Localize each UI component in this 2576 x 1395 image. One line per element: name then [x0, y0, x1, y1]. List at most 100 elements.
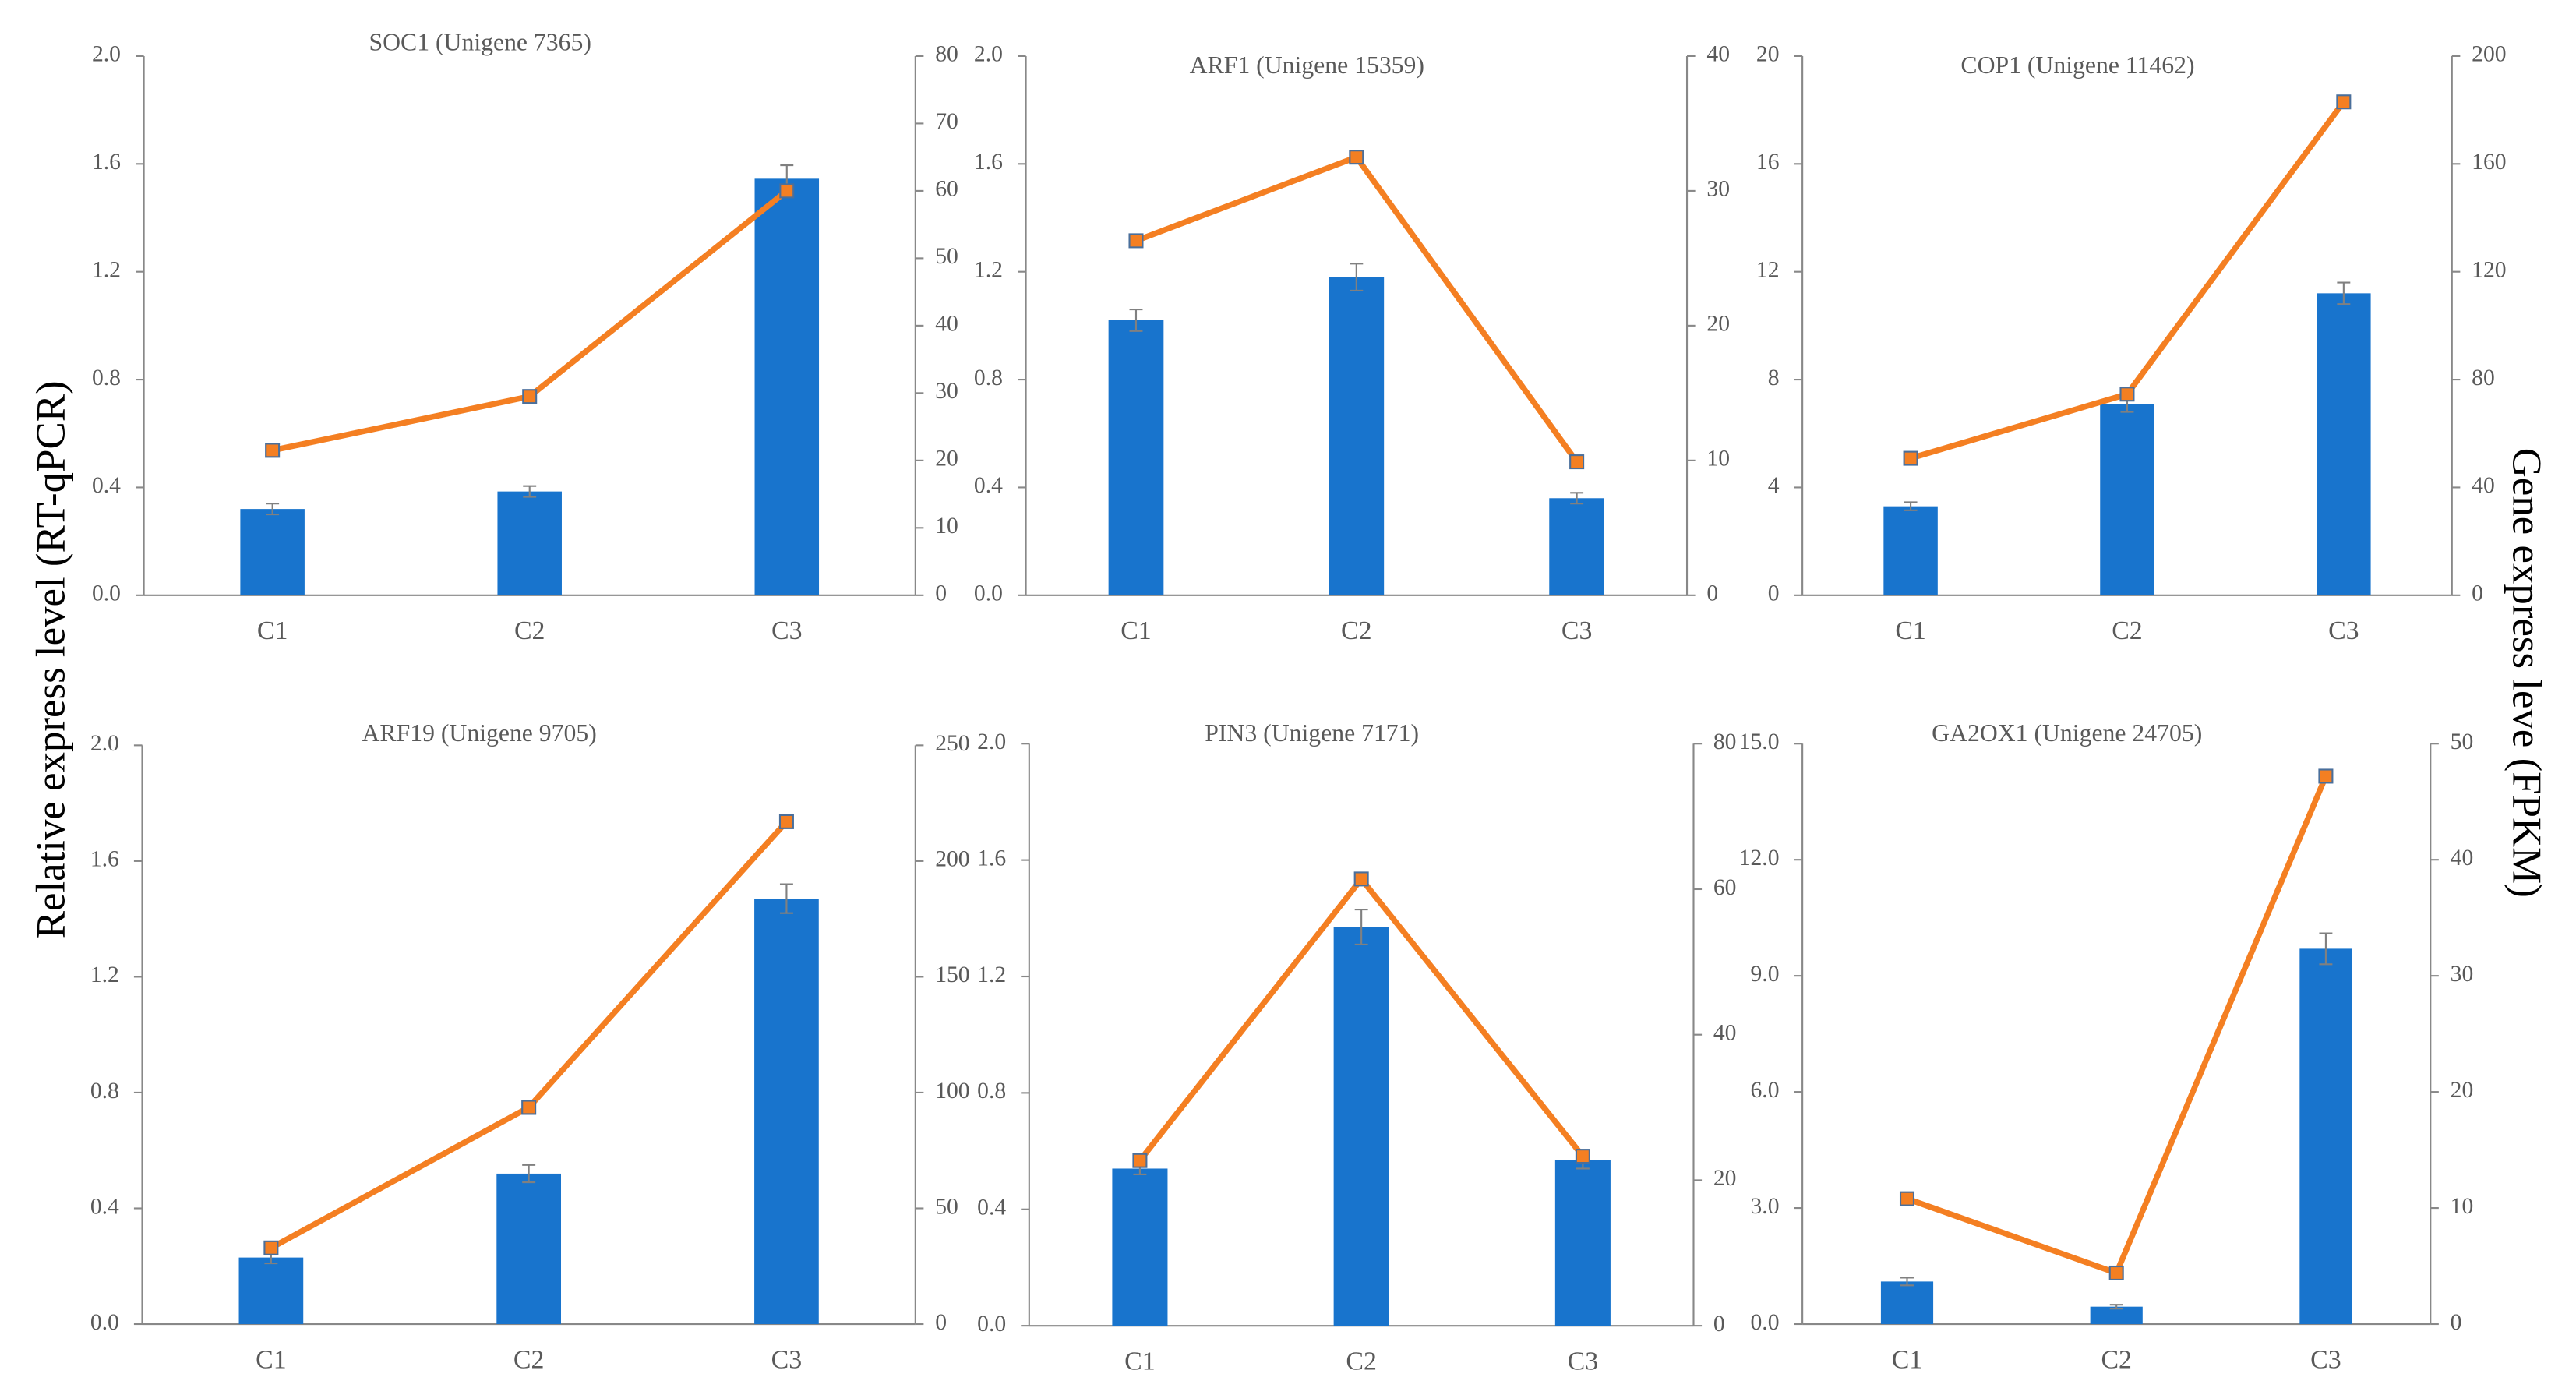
y-tick-label: 1.2	[974, 257, 1003, 282]
line-marker	[778, 814, 794, 829]
y-tick-label: 16	[1756, 150, 1780, 175]
bar	[1880, 1281, 1934, 1325]
y2-tick-label: 80	[935, 42, 958, 67]
chart-title: GA2OX1 (Unigene 24705)	[1932, 719, 2202, 747]
y-tick-label: 2.0	[90, 731, 119, 756]
y-tick-label: 2.0	[92, 42, 121, 67]
y-tick-label: 0.8	[92, 366, 121, 390]
y-tick-label: 4	[1768, 473, 1780, 498]
y-tick-label: 8	[1768, 366, 1780, 390]
bar	[1883, 506, 1938, 595]
y-tick-label: 0.4	[92, 473, 121, 498]
x-tick-label: C3	[2328, 616, 2359, 645]
error-bar	[522, 1164, 536, 1184]
line	[1906, 775, 2329, 1277]
bar	[240, 509, 305, 595]
y2-tick-label: 60	[935, 177, 958, 202]
y-tick-label: 0.0	[90, 1310, 119, 1335]
line-marker	[1128, 233, 1144, 249]
x-tick-label: C1	[256, 1345, 287, 1374]
y2-tick-label: 80	[2472, 366, 2495, 390]
x-tick-label: C2	[514, 616, 545, 645]
y2-tick-label: 10	[1706, 447, 1730, 471]
y-tick-label: 6.0	[1751, 1078, 1780, 1103]
line-marker	[2119, 387, 2135, 402]
line-marker	[522, 389, 538, 404]
y-tick-label: 1.2	[92, 257, 121, 282]
line-marker	[1899, 1191, 1915, 1206]
y-tick-label: 15.0	[1739, 729, 1780, 754]
x-tick-label: C3	[771, 1345, 803, 1374]
y-tick-label: 0.8	[977, 1079, 1006, 1104]
y2-tick-label: 20	[1706, 312, 1730, 337]
y2-tick-label: 30	[1706, 177, 1730, 202]
y2-tick-label: 0	[935, 581, 947, 606]
line-marker	[1353, 871, 1369, 887]
error-bar	[266, 503, 280, 516]
y-tick-label: 0.0	[92, 581, 121, 606]
y2-tick-label: 10	[935, 514, 958, 539]
x-tick-label: C2	[1341, 616, 1372, 645]
line	[271, 189, 789, 454]
y2-tick-label: 100	[935, 1079, 969, 1104]
y2-tick-label: 70	[935, 109, 958, 134]
bar	[496, 1173, 562, 1325]
y2-tick-label: 20	[935, 447, 958, 471]
bar	[2317, 293, 2371, 595]
y-tick-label: 3.0	[1751, 1194, 1780, 1219]
y2-tick-label: 50	[2451, 729, 2474, 754]
x-tick-label: C2	[2112, 616, 2143, 645]
y2-axis-label: Gene express leve (FPKM)	[2504, 448, 2550, 898]
bar	[1108, 320, 1164, 595]
y-tick-label: 0.0	[1751, 1310, 1780, 1335]
line-marker	[2336, 94, 2352, 110]
bar	[2090, 1306, 2143, 1325]
x-tick-label: C1	[1120, 616, 1152, 645]
x-tick-label: C3	[771, 616, 803, 645]
y2-tick-label: 0	[935, 1310, 947, 1335]
y2-tick-label: 10	[2451, 1194, 2474, 1219]
x-tick-label: C1	[1124, 1347, 1156, 1376]
y-tick-label: 0.4	[90, 1194, 119, 1219]
x-tick-label: C3	[1568, 1347, 1599, 1376]
y-tick-label: 0.4	[977, 1195, 1006, 1220]
y2-tick-label: 80	[1713, 729, 1737, 754]
y2-tick-label: 40	[935, 312, 958, 337]
bar	[1329, 277, 1385, 595]
chart-title: SOC1 (Unigene 7365)	[369, 28, 591, 55]
y2-tick-label: 150	[935, 962, 969, 987]
x-tick-label: C1	[257, 616, 288, 645]
y-tick-label: 0	[1768, 581, 1780, 606]
bar	[1554, 1160, 1611, 1326]
bar	[497, 491, 562, 595]
chart-title: ARF19 (Unigene 9705)	[362, 719, 597, 747]
y2-tick-label: 200	[935, 847, 969, 872]
y2-tick-label: 40	[2472, 473, 2495, 498]
x-tick-label: C1	[1895, 616, 1926, 645]
line-marker	[1132, 1153, 1148, 1168]
error-bar	[1900, 1277, 1914, 1287]
bar	[754, 178, 820, 595]
line-marker	[521, 1100, 537, 1115]
error-bar	[779, 883, 793, 914]
y2-tick-label: 0	[1706, 581, 1718, 606]
y2-tick-label: 30	[935, 379, 958, 404]
x-tick-label: C1	[1892, 1345, 1923, 1374]
error-bar	[523, 485, 537, 498]
x-tick-label: C2	[1346, 1347, 1376, 1376]
y2-tick-label: 0	[1713, 1312, 1725, 1337]
y2-tick-label: 200	[2472, 42, 2506, 67]
x-tick-label: C3	[2310, 1345, 2341, 1374]
y-tick-label: 2.0	[974, 42, 1003, 67]
error-bar	[2337, 281, 2351, 305]
error-bar	[1570, 492, 1584, 505]
line-marker	[1349, 150, 1364, 165]
y-tick-label: 0.4	[974, 473, 1003, 498]
y-tick-label: 1.2	[90, 962, 119, 987]
y-tick-label: 12	[1756, 257, 1780, 282]
line-marker	[263, 1240, 279, 1256]
bar	[2100, 404, 2154, 595]
error-bar	[1350, 263, 1364, 291]
y-tick-label: 1.6	[974, 150, 1003, 175]
